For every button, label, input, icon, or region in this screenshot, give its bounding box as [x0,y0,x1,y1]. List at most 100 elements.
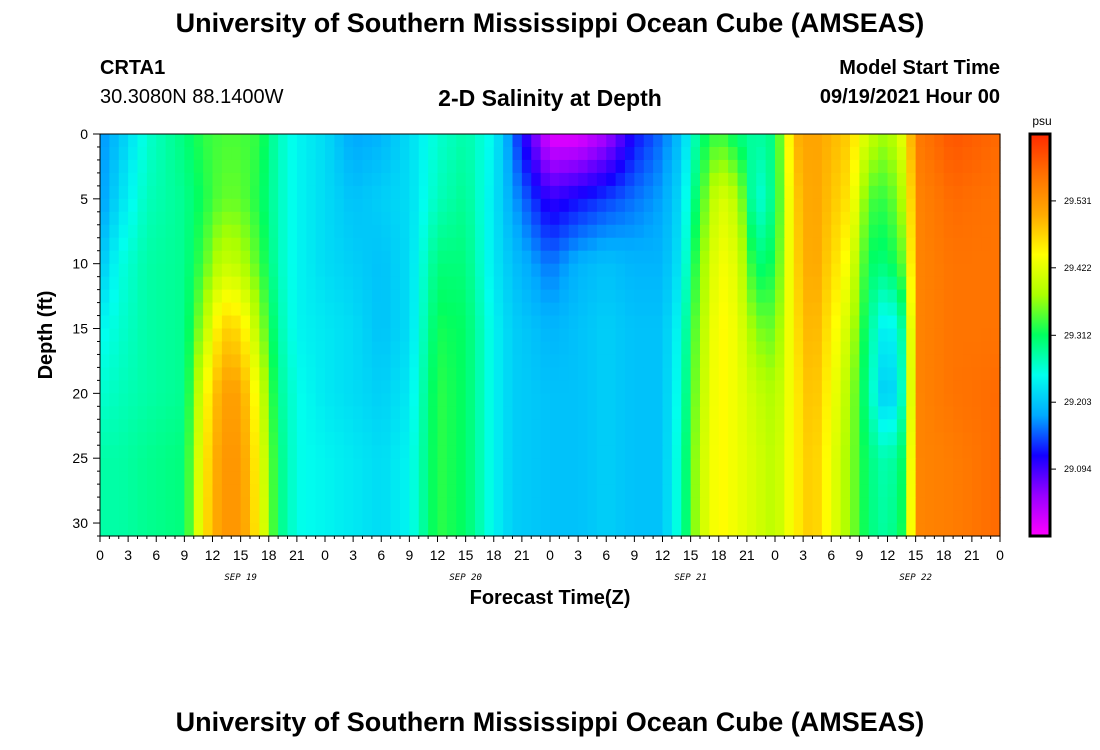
heatmap-cell [765,146,776,161]
heatmap-cell [193,406,204,420]
heatmap-cell [409,510,420,524]
heatmap-cell [606,380,617,394]
heatmap-cell [756,445,767,459]
heatmap-cell [981,510,992,524]
heatmap-cell [512,458,523,472]
heatmap-cell [718,419,729,433]
heatmap-cell [765,471,776,485]
heatmap-cell [456,172,467,187]
heatmap-cell [315,237,326,252]
heatmap-cell [840,367,851,381]
heatmap-cell [465,406,476,420]
heatmap-cell [175,263,185,278]
heatmap-cell [896,471,907,485]
heatmap-cell [521,354,532,369]
heatmap-cell [493,302,504,317]
heatmap-cell [287,419,298,433]
heatmap-cell [137,419,148,433]
heatmap-cell [550,354,560,369]
heatmap-cell [137,497,148,511]
heatmap-cell [240,172,251,187]
heatmap-cell [259,471,270,485]
heatmap-cell [625,315,635,330]
heatmap-cell [240,263,251,278]
heatmap-cell [259,146,270,161]
heatmap-cell [203,458,214,472]
heatmap-cell [268,185,279,200]
heatmap-cell [896,224,907,239]
heatmap-cell [221,497,232,511]
heatmap-cell [334,276,345,291]
heatmap-cell [878,419,889,433]
heatmap-cell [550,471,560,485]
heatmap-cell [109,185,120,200]
heatmap-cell [175,354,185,369]
heatmap-cell [343,146,354,161]
heatmap-cell [165,250,176,265]
heatmap-cell [990,328,1001,343]
heatmap-cell [315,185,326,200]
heatmap-cell [821,289,832,304]
heatmap-cell [643,237,654,252]
heatmap-cell [831,523,842,537]
heatmap-cell [615,380,626,394]
heatmap-cell [728,211,739,226]
heatmap-cell [456,159,467,174]
heatmap-cell [765,185,776,200]
heatmap-cell [981,211,992,226]
heatmap-cell [531,445,542,459]
heatmap-cell [718,276,729,291]
heatmap-cell [643,146,654,161]
heatmap-cell [662,263,673,278]
heatmap-cell [709,198,720,213]
heatmap-cell [128,458,139,472]
heatmap-cell [756,484,767,498]
heatmap-cell [109,393,120,407]
heatmap-cell [203,393,214,407]
heatmap-cell [568,367,579,381]
heatmap-cell [456,432,467,446]
heatmap-cell [231,510,242,524]
heatmap-cell [662,315,673,330]
heatmap-cell [821,237,832,252]
heatmap-cell [175,237,185,252]
heatmap-cell [793,172,804,187]
heatmap-cell [662,419,673,433]
heatmap-cell [850,224,860,239]
heatmap-cell [718,185,729,200]
heatmap-cell [306,328,317,343]
heatmap-cell [165,523,176,537]
heatmap-cell [681,432,692,446]
heatmap-cell [878,380,889,394]
heatmap-cell [700,497,710,511]
heatmap-cell [700,263,710,278]
heatmap-cell [137,315,148,330]
heatmap-cell [653,302,664,317]
heatmap-cell [559,250,570,265]
heatmap-cell [718,289,729,304]
heatmap-cell [259,367,270,381]
heatmap-cell [925,185,935,200]
x-tick-label: 15 [233,547,249,563]
heatmap-cell [906,523,917,537]
heatmap-cell [718,471,729,485]
heatmap-cell [165,484,176,498]
heatmap-cell [268,510,279,524]
heatmap-cell [475,393,485,407]
heatmap-cell [203,146,214,161]
heatmap-cell [587,198,598,213]
heatmap-cell [934,445,945,459]
heatmap-cell [587,406,598,420]
heatmap-cell [803,224,814,239]
heatmap-cell [128,276,139,291]
heatmap-cell [231,497,242,511]
heatmap-cell [746,146,757,161]
heatmap-cell [503,315,514,330]
heatmap-cell [278,354,289,369]
heatmap-cell [990,523,1001,537]
heatmap-cell [840,393,851,407]
heatmap-cell [634,471,645,485]
heatmap-cell [887,146,898,161]
heatmap-cell [465,172,476,187]
heatmap-cell [737,432,748,446]
